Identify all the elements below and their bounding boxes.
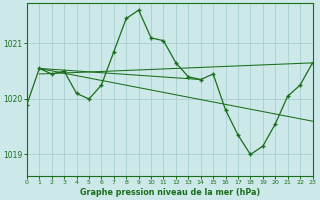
X-axis label: Graphe pression niveau de la mer (hPa): Graphe pression niveau de la mer (hPa) xyxy=(80,188,260,197)
